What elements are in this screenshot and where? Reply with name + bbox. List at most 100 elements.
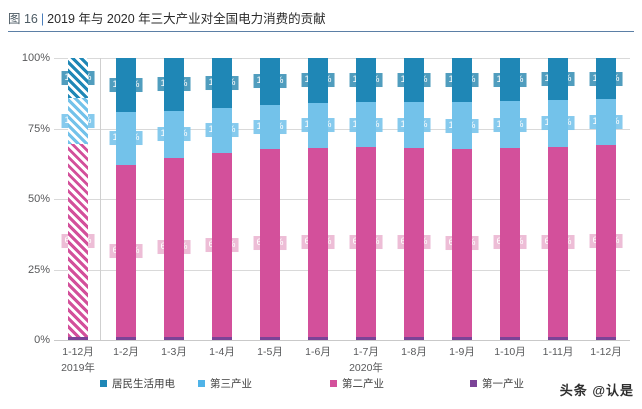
bar-segment-居民生活用电[interactable] (500, 58, 520, 102)
bar-segment-第一产业[interactable] (548, 336, 568, 340)
stacked-bar[interactable] (404, 58, 424, 340)
bar-segment-居民生活用电[interactable] (116, 58, 136, 112)
bar-segment-第二产业[interactable] (212, 153, 232, 338)
x-axis-tick-label: 1-3月 (161, 346, 187, 358)
bar-segment-第三产业[interactable] (212, 107, 232, 154)
bar-segment-第二产业[interactable] (596, 144, 616, 337)
x-axis-tick-label: 1-10月 (494, 346, 526, 358)
bar-segment-第一产业[interactable] (164, 336, 184, 340)
stacked-bar[interactable] (500, 58, 520, 340)
bar-segment-第二产业[interactable] (356, 147, 376, 337)
bar-group[interactable]: 66.5%16.6%15.7% (438, 58, 486, 340)
bar-segment-居民生活用电[interactable] (452, 58, 472, 103)
figure-number: 图 16 (8, 12, 38, 26)
bar-segment-第三产业[interactable] (308, 102, 328, 148)
stacked-bar[interactable] (164, 58, 184, 340)
x-axis-tick-label: 1-8月 (401, 346, 427, 358)
stacked-bar[interactable] (452, 58, 472, 340)
gridline (54, 199, 630, 200)
y-axis-tick-label: 75% (27, 122, 50, 135)
legend-item-primary[interactable]: 第一产业 (470, 376, 524, 391)
bar-segment-第三产业[interactable] (452, 102, 472, 150)
bar-segment-第二产业[interactable] (548, 146, 568, 337)
bar-segment-居民生活用电[interactable] (404, 58, 424, 102)
bar-segment-第三产业[interactable] (68, 98, 88, 145)
bar-segment-居民生活用电[interactable] (356, 58, 376, 102)
bar-segment-第二产业[interactable] (68, 144, 88, 337)
x-axis-tick-label: 1-6月 (305, 346, 331, 358)
figure-title-text: 2019 年与 2020 年三大产业对全国电力消费的贡献 (47, 12, 326, 26)
legend-label: 第一产业 (482, 378, 524, 390)
bar-group[interactable]: 66.9%16.5%15.4% (486, 58, 534, 340)
legend-item-tertiary[interactable]: 第三产业 (198, 376, 252, 391)
stacked-bar[interactable] (548, 58, 568, 340)
legend-swatch-icon (330, 380, 337, 387)
bar-group[interactable]: 68.2%16.1%14.6% (582, 58, 630, 340)
bar-segment-第二产业[interactable] (404, 147, 424, 337)
bar-segment-第三产业[interactable] (116, 111, 136, 165)
bar-group[interactable]: 67.1%15.9%15.9% (294, 58, 342, 340)
gridline (54, 269, 630, 271)
bar-group[interactable]: 63.5%16.7%18.7% (150, 58, 198, 340)
stacked-bar[interactable] (116, 58, 136, 340)
bar-segment-第一产业[interactable] (116, 336, 136, 340)
header-divider (8, 31, 634, 32)
y-axis: 100% 75% 50% 25% 0% (0, 34, 50, 346)
bar-segment-第一产业[interactable] (356, 336, 376, 340)
legend-item-residential[interactable]: 居民生活用电 (100, 376, 175, 391)
x-axis: 1-12月 1-2月 1-3月 1-4月 1-5月 1-6月 1-7月 1-8月 1-9月 1-1… (54, 342, 630, 376)
bar-segment-第二产业[interactable] (308, 147, 328, 337)
bar-segment-第三产业[interactable] (356, 102, 376, 148)
bar-group[interactable]: 67.4%16.4%15.0% (534, 58, 582, 340)
legend-item-secondary[interactable]: 第二产业 (330, 376, 384, 391)
bar-segment-第一产业[interactable] (500, 336, 520, 340)
stacked-bar[interactable] (68, 58, 88, 340)
bar-segment-居民生活用电[interactable] (164, 58, 184, 111)
stacked-bar[interactable] (308, 58, 328, 340)
page-title: 图 16 | 2019 年与 2020 年三大产业对全国电力消费的贡献 (8, 8, 326, 27)
bar-group[interactable]: 68.3%16.4%14.2% (54, 58, 102, 340)
figure-header: 图 16 | 2019 年与 2020 年三大产业对全国电力消费的贡献 (0, 0, 642, 34)
bar-group[interactable]: 61.0%18.9%19.0% (102, 58, 150, 340)
bar-segment-第一产业[interactable] (596, 336, 616, 340)
bar-segment-第三产业[interactable] (500, 101, 520, 148)
x-axis-year-label: 2020年 (349, 362, 383, 374)
bar-segment-第二产业[interactable] (452, 149, 472, 337)
y-axis-tick-label: 0% (34, 334, 50, 346)
bar-segment-居民生活用电[interactable] (596, 58, 616, 100)
bar-segment-居民生活用电[interactable] (308, 58, 328, 103)
bar-group[interactable]: 66.5%15.8%16.6% (246, 58, 294, 340)
x-axis-tick-label: 1-7月 (353, 346, 379, 358)
bar-segment-第二产业[interactable] (500, 147, 520, 337)
y-axis-tick-label: 25% (27, 263, 50, 276)
bar-group[interactable]: 66.9%16.4%15.5% (390, 58, 438, 340)
bar-segment-居民生活用电[interactable] (68, 58, 88, 99)
bar-segment-第三产业[interactable] (404, 101, 424, 148)
bar-segment-第一产业[interactable] (308, 336, 328, 340)
stacked-bar[interactable] (260, 58, 280, 340)
bar-segment-第二产业[interactable] (260, 149, 280, 337)
bar-group[interactable]: 65.3%16.1%17.6% (198, 58, 246, 340)
bar-segment-第三产业[interactable] (596, 99, 616, 145)
bar-segment-第一产业[interactable] (68, 336, 88, 340)
bar-segment-居民生活用电[interactable] (212, 58, 232, 108)
bar-segment-第二产业[interactable] (164, 157, 184, 337)
bar-segment-居民生活用电[interactable] (548, 58, 568, 101)
bar-segment-第三产业[interactable] (164, 110, 184, 158)
bar-segment-第二产业[interactable] (116, 164, 136, 337)
x-axis-tick-label: 1-9月 (449, 346, 475, 358)
legend-swatch-icon (198, 380, 205, 387)
bar-segment-第一产业[interactable] (212, 337, 232, 340)
stacked-bar[interactable] (596, 58, 616, 340)
stacked-bar[interactable] (356, 58, 376, 340)
stacked-bar[interactable] (212, 58, 232, 340)
y-axis-tick-label: 100% (21, 52, 50, 64)
bar-segment-第一产业[interactable] (404, 336, 424, 340)
bar-segment-居民生活用电[interactable] (260, 58, 280, 105)
bar-segment-第三产业[interactable] (548, 100, 568, 147)
y-axis-tick-label: 50% (27, 193, 50, 205)
bar-segment-第一产业[interactable] (452, 336, 472, 340)
bar-segment-第一产业[interactable] (260, 336, 280, 340)
bar-group[interactable]: 67.1%16.1%15.6% (342, 58, 390, 340)
bar-segment-第三产业[interactable] (260, 104, 280, 150)
